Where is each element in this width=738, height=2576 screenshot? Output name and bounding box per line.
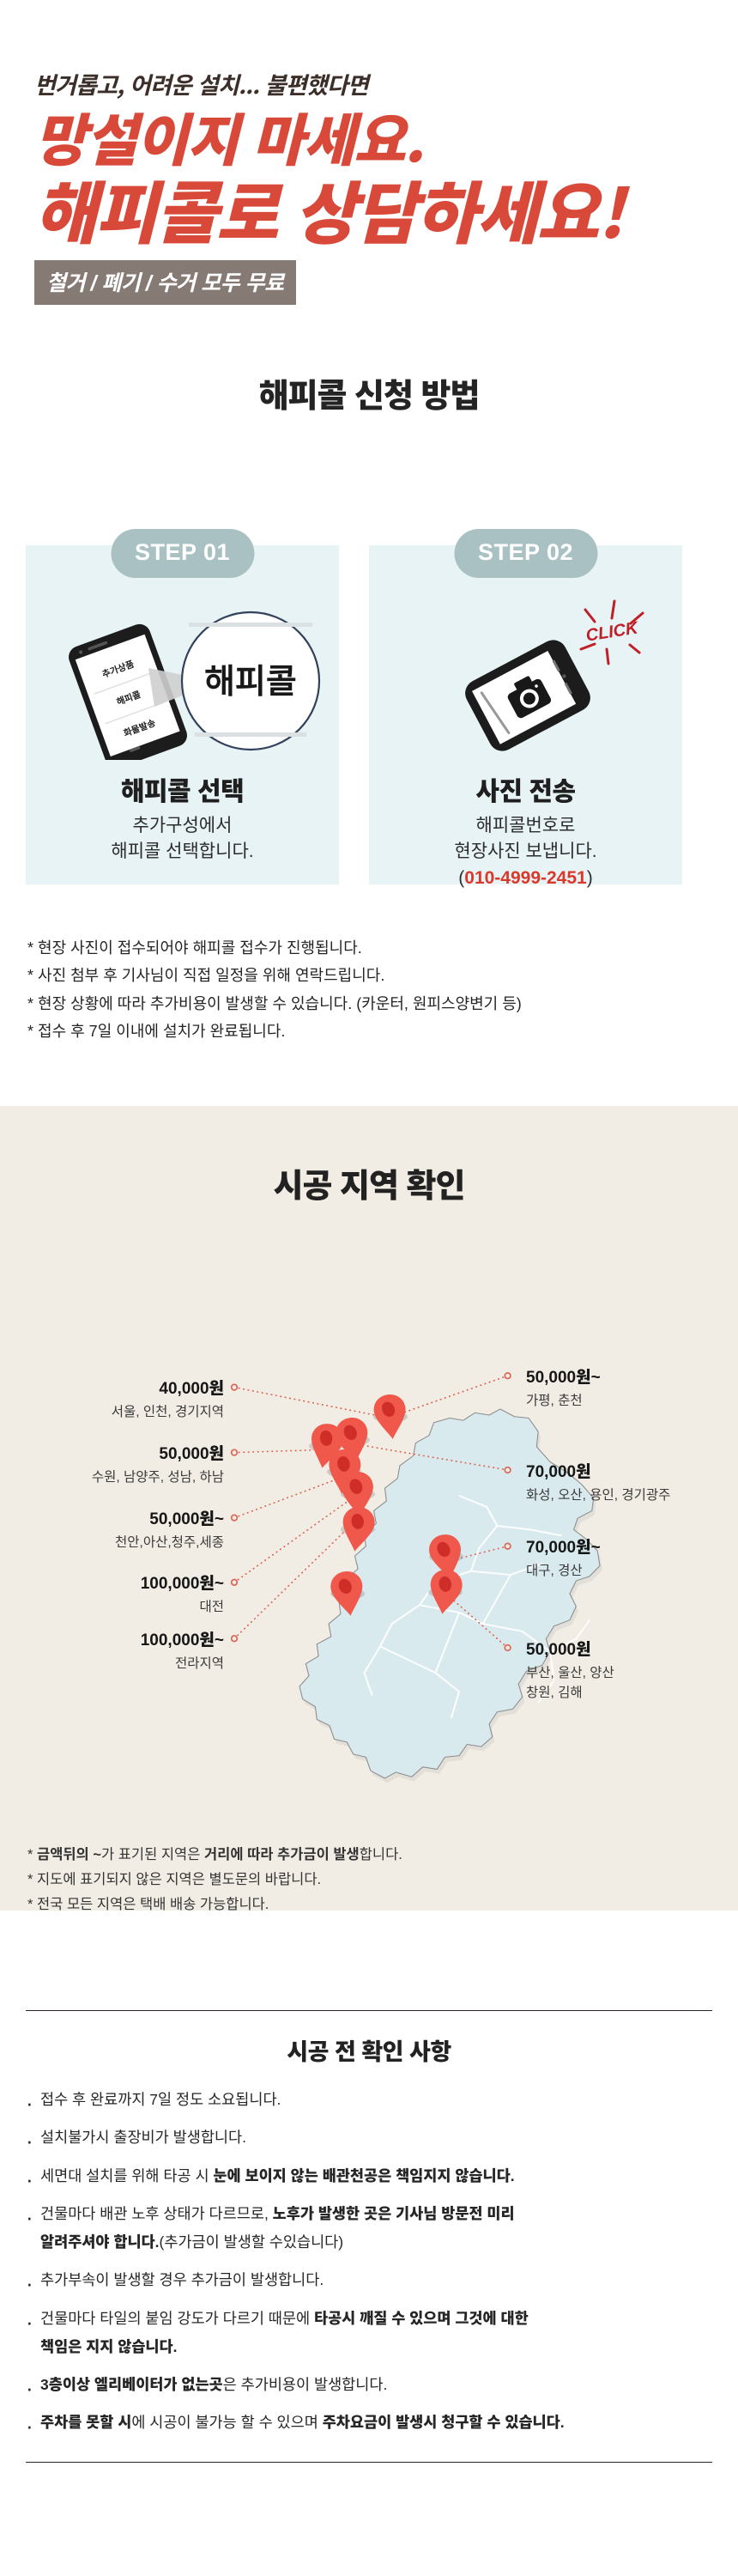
svg-text:해피콜: 해피콜 <box>204 664 297 701</box>
svg-text:CLICK: CLICK <box>584 618 640 646</box>
